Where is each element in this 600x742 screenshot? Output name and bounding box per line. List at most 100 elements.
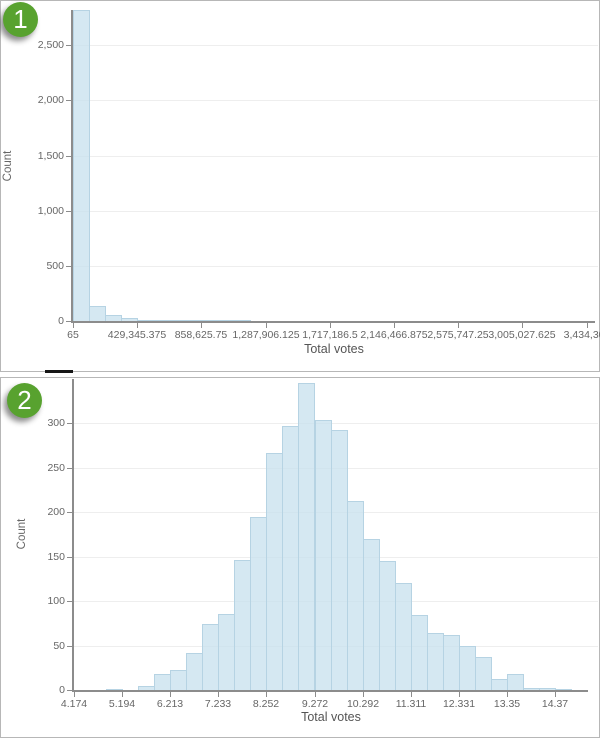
y-tick xyxy=(67,512,72,513)
x-tick-label: 3,434,308 xyxy=(563,329,600,341)
histogram-bar xyxy=(186,653,203,690)
y-tick xyxy=(66,100,71,101)
x-tick-label: 4.174 xyxy=(60,698,88,710)
x-tick xyxy=(137,323,138,328)
y-tick-label: 50 xyxy=(53,640,65,652)
x-axis-line xyxy=(72,690,588,692)
x-tick xyxy=(266,323,267,328)
x-tick xyxy=(363,692,364,697)
y-tick xyxy=(66,321,71,322)
y-tick xyxy=(67,423,72,424)
histogram-bar xyxy=(250,517,267,690)
histogram-bar xyxy=(395,583,412,690)
chart-panel-2: 0 50 100 150 200 250 300 4.174 5.194 6.213 7.233 8.… xyxy=(0,377,600,738)
y-axis-title-1: Count xyxy=(2,150,14,182)
y-tick-label: 2,500 xyxy=(37,39,64,51)
x-tick-label: 8.252 xyxy=(252,698,280,710)
histogram-bar xyxy=(331,430,348,690)
x-tick-label: 3,005,027.625 xyxy=(488,329,556,341)
histogram-bar xyxy=(218,614,235,690)
x-tick xyxy=(122,692,123,697)
histogram-bar xyxy=(121,318,138,321)
x-tick-label: 858,625.75 xyxy=(174,329,228,341)
x-tick xyxy=(459,692,460,697)
x-tick xyxy=(458,323,459,328)
y-tick-label: 0 xyxy=(58,315,64,327)
x-tick-label: 429,345.375 xyxy=(107,329,167,341)
y-axis-title-2: Count xyxy=(16,518,28,550)
y-tick xyxy=(67,601,72,602)
histogram-bar xyxy=(266,453,283,690)
y-tick-label: 100 xyxy=(47,595,65,607)
chart-panel-1: 0 500 1,000 1,500 2,000 2,500 65 429,345.375 858… xyxy=(0,0,600,372)
y-tick xyxy=(67,646,72,647)
x-axis-title-2: Total votes xyxy=(301,710,361,724)
x-tick-label: 12.331 xyxy=(442,698,476,710)
step-badge-2: 2 xyxy=(7,383,42,418)
y-tick-label: 150 xyxy=(47,551,65,563)
x-tick xyxy=(73,323,74,328)
x-tick xyxy=(201,323,202,328)
x-tick xyxy=(411,692,412,697)
x-tick xyxy=(315,692,316,697)
y-axis-line xyxy=(71,10,73,321)
gridline xyxy=(73,45,598,46)
histogram-bar xyxy=(170,670,187,690)
histogram-bar xyxy=(315,420,332,690)
x-tick xyxy=(330,323,331,328)
gridline xyxy=(73,100,598,101)
y-tick xyxy=(67,468,72,469)
x-tick xyxy=(74,692,75,697)
gridline xyxy=(73,266,598,267)
y-tick-label: 500 xyxy=(46,260,64,272)
histogram-bar xyxy=(491,679,508,690)
y-tick-label: 300 xyxy=(47,417,65,429)
x-tick-label: 2,146,466.875 xyxy=(360,329,428,341)
histogram-2-plot: 0 50 100 150 200 250 300 4.174 5.194 6.213 7.233 8.… xyxy=(1,378,599,737)
x-tick-label: 65 xyxy=(67,329,79,341)
x-tick-label: 10.292 xyxy=(346,698,380,710)
x-tick xyxy=(218,692,219,697)
x-axis-title-1: Total votes xyxy=(304,342,364,356)
histogram-bar xyxy=(411,615,428,690)
y-axis-line xyxy=(72,379,74,690)
y-tick xyxy=(67,690,72,691)
histogram-bar xyxy=(347,501,364,690)
y-tick xyxy=(66,156,71,157)
y-tick-label: 0 xyxy=(59,684,65,696)
histogram-bar xyxy=(459,646,476,690)
x-tick-label: 9.272 xyxy=(301,698,329,710)
gridline xyxy=(73,156,598,157)
histogram-bar xyxy=(379,561,396,690)
histogram-bar xyxy=(154,674,171,690)
y-tick xyxy=(67,557,72,558)
histogram-bar xyxy=(89,306,106,321)
histogram-bar xyxy=(73,10,90,321)
x-tick xyxy=(555,692,556,697)
x-tick-label: 5.194 xyxy=(108,698,136,710)
x-tick xyxy=(170,692,171,697)
y-tick-label: 250 xyxy=(47,462,65,474)
x-tick-label: 11.311 xyxy=(395,698,427,710)
histogram-bar xyxy=(282,426,299,690)
histogram-bar xyxy=(202,624,219,690)
gridline xyxy=(74,423,598,424)
y-tick-label: 1,500 xyxy=(37,150,64,162)
x-tick-label: 7.233 xyxy=(204,698,232,710)
x-tick xyxy=(507,692,508,697)
x-tick xyxy=(266,692,267,697)
gridline xyxy=(73,211,598,212)
histogram-bar xyxy=(106,689,123,690)
histogram-bar xyxy=(363,539,380,690)
step-badge-1: 1 xyxy=(3,2,38,37)
x-tick xyxy=(394,323,395,328)
histogram-bar xyxy=(555,689,572,690)
y-tick xyxy=(66,266,71,267)
histogram-bar xyxy=(427,633,444,690)
histogram-bar xyxy=(298,383,315,690)
histogram-bar xyxy=(234,320,251,321)
y-tick-label: 200 xyxy=(47,506,65,518)
y-tick xyxy=(66,211,71,212)
x-tick-label: 6.213 xyxy=(156,698,184,710)
